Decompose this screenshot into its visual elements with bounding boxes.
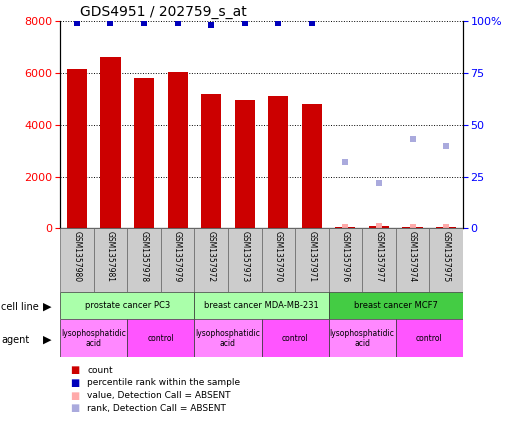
Text: control: control — [147, 334, 174, 343]
Point — [408, 136, 417, 143]
Bar — [396, 228, 429, 292]
Bar — [302, 104, 322, 228]
Point — [375, 223, 383, 230]
Point — [341, 159, 349, 165]
Text: ■: ■ — [71, 378, 80, 388]
Bar — [429, 228, 463, 292]
Bar — [67, 69, 87, 228]
Bar — [100, 58, 120, 228]
Bar — [167, 71, 188, 228]
Bar — [235, 100, 255, 228]
Point — [442, 142, 450, 149]
Text: agent: agent — [1, 335, 29, 345]
Bar — [195, 292, 328, 319]
Bar — [328, 292, 463, 319]
Point — [106, 20, 115, 27]
Text: GSM1357981: GSM1357981 — [106, 231, 115, 282]
Point — [341, 223, 349, 230]
Text: cell line: cell line — [1, 302, 39, 312]
Text: value, Detection Call = ABSENT: value, Detection Call = ABSENT — [87, 391, 231, 400]
Bar — [328, 228, 362, 292]
Text: prostate cancer PC3: prostate cancer PC3 — [85, 301, 170, 310]
Text: ■: ■ — [71, 403, 80, 413]
Bar — [60, 319, 127, 357]
Text: GSM1357971: GSM1357971 — [308, 231, 316, 282]
Text: GDS4951 / 202759_s_at: GDS4951 / 202759_s_at — [81, 5, 247, 19]
Text: GSM1357978: GSM1357978 — [140, 231, 149, 282]
Text: GSM1357973: GSM1357973 — [240, 231, 249, 282]
Bar — [295, 228, 328, 292]
Text: rank, Detection Call = ABSENT: rank, Detection Call = ABSENT — [87, 404, 226, 413]
Bar — [262, 319, 328, 357]
Bar — [134, 78, 154, 228]
Point — [174, 20, 182, 27]
Bar — [195, 228, 228, 292]
Bar — [127, 228, 161, 292]
Bar — [262, 228, 295, 292]
Point — [442, 224, 450, 231]
Bar — [195, 319, 262, 357]
Bar — [403, 227, 423, 228]
Bar — [161, 228, 195, 292]
Text: breast cancer MDA-MB-231: breast cancer MDA-MB-231 — [204, 301, 319, 310]
Text: percentile rank within the sample: percentile rank within the sample — [87, 378, 241, 387]
Point — [207, 22, 215, 29]
Point — [73, 20, 81, 27]
Bar — [328, 319, 396, 357]
Bar — [396, 319, 463, 357]
Bar — [436, 227, 456, 228]
Bar — [268, 96, 288, 228]
Text: GSM1357980: GSM1357980 — [72, 231, 82, 282]
Text: ▶: ▶ — [43, 302, 51, 312]
Bar — [369, 226, 389, 228]
Point — [140, 20, 148, 27]
Point — [274, 20, 282, 27]
Bar — [335, 227, 356, 228]
Text: control: control — [282, 334, 309, 343]
Bar — [201, 94, 221, 228]
Bar — [362, 228, 396, 292]
Text: lysophosphatidic
acid: lysophosphatidic acid — [61, 329, 126, 348]
Point — [408, 223, 417, 230]
Point — [308, 20, 316, 27]
Bar — [60, 228, 94, 292]
Point — [375, 179, 383, 186]
Bar — [228, 228, 262, 292]
Text: ■: ■ — [71, 390, 80, 401]
Text: GSM1357979: GSM1357979 — [173, 231, 182, 282]
Text: count: count — [87, 365, 113, 375]
Text: GSM1357977: GSM1357977 — [374, 231, 383, 282]
Text: ▶: ▶ — [43, 335, 51, 345]
Text: control: control — [416, 334, 442, 343]
Text: GSM1357970: GSM1357970 — [274, 231, 283, 282]
Text: ■: ■ — [71, 365, 80, 375]
Text: lysophosphatidic
acid: lysophosphatidic acid — [196, 329, 260, 348]
Bar — [127, 319, 195, 357]
Text: GSM1357972: GSM1357972 — [207, 231, 215, 282]
Text: GSM1357976: GSM1357976 — [341, 231, 350, 282]
Text: GSM1357974: GSM1357974 — [408, 231, 417, 282]
Text: GSM1357975: GSM1357975 — [441, 231, 451, 282]
Text: breast cancer MCF7: breast cancer MCF7 — [354, 301, 438, 310]
Bar — [60, 292, 195, 319]
Bar — [94, 228, 127, 292]
Text: lysophosphatidic
acid: lysophosphatidic acid — [329, 329, 395, 348]
Point — [241, 20, 249, 27]
